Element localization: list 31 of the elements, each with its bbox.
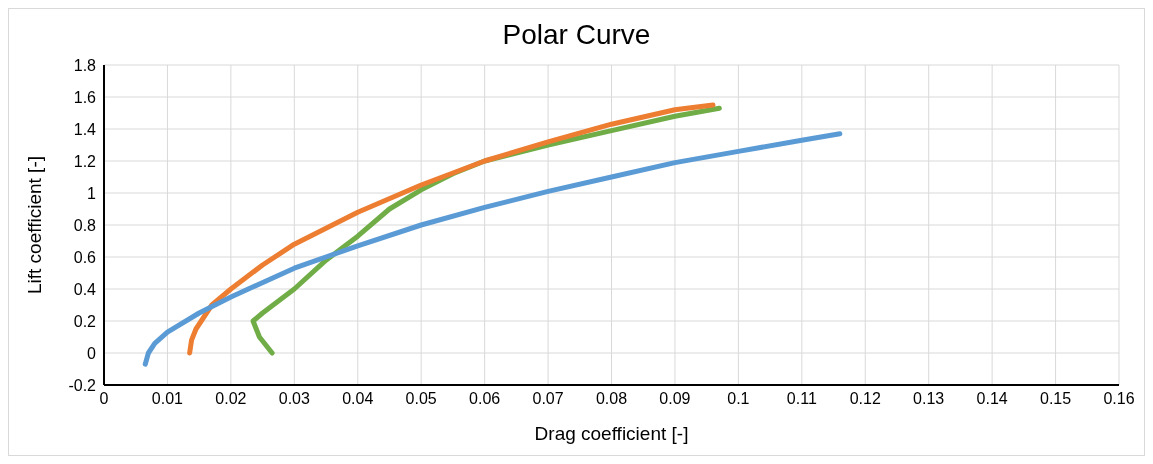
x-tick-label: 0.12: [849, 390, 881, 408]
y-tick-label: 0: [87, 344, 97, 362]
y-tick-label: 1.6: [73, 88, 97, 106]
x-axis-title: Drag coefficient [-]: [534, 423, 689, 444]
x-tick-label: 0.01: [151, 390, 184, 408]
y-tick-label: 1: [87, 184, 97, 202]
x-tick-label: 0.07: [532, 390, 564, 408]
x-tick-label: 0.04: [342, 390, 374, 408]
y-tick-label: 1.4: [73, 120, 97, 138]
x-tick-label: 0.05: [405, 390, 437, 408]
x-tick-label: 0.11: [786, 390, 817, 408]
x-tick-label: 0.02: [215, 390, 247, 408]
y-tick-label: 1.8: [73, 56, 97, 74]
y-tick-label: 0.4: [73, 280, 97, 298]
x-tick-label: 0.14: [976, 390, 1008, 408]
x-tick-label: 0.06: [469, 390, 501, 408]
x-tick-label: 0.08: [595, 390, 628, 408]
x-tick-label: 0.03: [278, 390, 310, 408]
x-tick-label: 0.09: [659, 390, 691, 408]
chart-title: Polar Curve: [501, 19, 652, 52]
y-tick-label: -0.2: [68, 376, 97, 394]
y-tick-label: 0.2: [73, 312, 97, 330]
x-tick-label: 0.15: [1039, 390, 1072, 408]
x-tick-label: 0.1: [727, 390, 750, 408]
x-tick-label: 0.13: [913, 390, 945, 408]
y-tick-label: 0.6: [73, 248, 97, 266]
x-tick-label: 0.16: [1103, 390, 1135, 408]
x-tick-label: 0: [99, 390, 109, 408]
y-tick-label: 0.8: [73, 216, 97, 234]
y-axis-title: Lift coefficient [-]: [23, 156, 45, 294]
y-tick-label: 1.2: [73, 152, 97, 170]
